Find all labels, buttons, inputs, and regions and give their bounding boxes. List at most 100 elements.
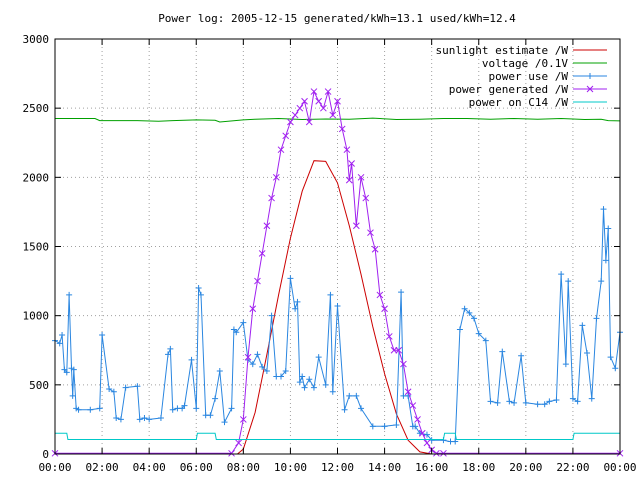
data-point-power-use-w bbox=[466, 309, 473, 316]
data-point-power-use-w bbox=[263, 368, 270, 374]
data-point-power-use-w bbox=[612, 365, 619, 372]
data-point-power-generated-w bbox=[404, 388, 412, 396]
data-point-power-use-w bbox=[268, 312, 275, 319]
data-point-power-use-w bbox=[381, 423, 388, 430]
data-point-power-use-w bbox=[398, 289, 405, 296]
data-point-power-use-w bbox=[66, 291, 73, 298]
data-point-power-use-w bbox=[96, 405, 103, 412]
data-point-power-use-w bbox=[197, 291, 204, 298]
data-point-power-generated-w bbox=[334, 97, 341, 105]
data-point-power-use-w bbox=[534, 401, 541, 408]
data-point-power-use-w bbox=[553, 397, 560, 404]
data-point-power-use-w bbox=[167, 345, 174, 352]
data-point-power-use-w bbox=[558, 271, 565, 278]
data-point-power-use-w bbox=[110, 388, 117, 395]
y-tick-label: 3000 bbox=[23, 33, 50, 46]
data-point-power-use-w bbox=[506, 398, 513, 405]
data-point-power-use-w bbox=[282, 368, 289, 374]
legend-marker-power-use-w bbox=[587, 73, 593, 79]
data-point-power-use-w bbox=[106, 385, 113, 392]
data-point-power-use-w bbox=[607, 354, 614, 361]
x-tick-label: 16:00 bbox=[415, 461, 448, 474]
data-point-power-generated-w bbox=[296, 104, 304, 112]
x-tick-label: 02:00 bbox=[86, 461, 119, 474]
data-point-power-generated-w bbox=[348, 160, 355, 167]
data-point-power-use-w bbox=[346, 392, 353, 399]
data-point-power-use-w bbox=[299, 373, 306, 380]
data-point-power-generated-w bbox=[423, 439, 431, 447]
data-point-power-generated-w bbox=[249, 305, 257, 313]
data-point-power-use-w bbox=[146, 416, 153, 423]
data-point-power-use-w bbox=[212, 395, 219, 402]
data-point-power-use-w bbox=[113, 415, 120, 422]
data-point-power-use-w bbox=[369, 423, 376, 430]
data-point-power-generated-w bbox=[357, 173, 365, 181]
data-point-power-use-w bbox=[423, 431, 430, 438]
data-point-power-use-w bbox=[584, 350, 591, 357]
x-tick-label: 08:00 bbox=[227, 461, 260, 474]
data-point-power-generated-w bbox=[395, 346, 403, 354]
data-point-power-generated-w bbox=[352, 222, 360, 230]
series-line-power-on-c14-w bbox=[55, 432, 620, 440]
data-point-power-use-w bbox=[70, 366, 77, 373]
data-point-power-use-w bbox=[315, 354, 322, 361]
data-point-power-generated-w bbox=[414, 416, 421, 423]
data-point-power-use-w bbox=[353, 392, 360, 399]
data-point-power-use-w bbox=[216, 368, 223, 374]
legend-label-power-on-c14-w: power on C14 /W bbox=[469, 96, 569, 109]
y-tick-label: 2000 bbox=[23, 171, 50, 184]
x-tick-label: 06:00 bbox=[180, 461, 213, 474]
data-point-power-use-w bbox=[541, 401, 548, 408]
data-point-power-use-w bbox=[412, 423, 419, 430]
series-sunlight-estimate-w bbox=[55, 160, 620, 455]
chart-title: Power log: 2005-12-15 generated/kWh=13.1… bbox=[158, 12, 516, 25]
data-point-power-use-w bbox=[494, 399, 501, 406]
data-point-power-use-w bbox=[588, 395, 595, 402]
data-point-power-use-w bbox=[59, 332, 66, 339]
data-point-power-generated-w bbox=[301, 97, 308, 105]
series-layer bbox=[51, 88, 624, 457]
data-point-power-generated-w bbox=[244, 353, 252, 361]
data-point-power-generated-w bbox=[390, 346, 398, 354]
data-point-power-use-w bbox=[518, 352, 525, 359]
y-tick-label: 1000 bbox=[23, 310, 50, 323]
data-point-power-generated-w bbox=[345, 176, 353, 184]
data-point-power-generated-w bbox=[263, 222, 271, 230]
data-point-power-generated-w bbox=[338, 125, 346, 133]
data-point-power-generated-w bbox=[400, 360, 407, 368]
data-point-power-use-w bbox=[278, 373, 284, 380]
data-point-power-use-w bbox=[565, 278, 572, 285]
data-point-power-generated-w bbox=[385, 333, 393, 340]
data-point-power-use-w bbox=[136, 416, 143, 423]
data-point-power-generated-w bbox=[440, 449, 447, 457]
data-point-power-use-w bbox=[327, 291, 334, 298]
data-point-power-use-w bbox=[579, 322, 586, 329]
x-tick-label: 10:00 bbox=[274, 461, 307, 474]
x-tick-label: 20:00 bbox=[509, 461, 542, 474]
data-point-power-use-w bbox=[499, 348, 506, 355]
data-point-power-generated-w bbox=[282, 132, 290, 140]
data-point-power-generated-w bbox=[254, 277, 261, 285]
data-point-power-use-w bbox=[141, 415, 148, 422]
data-point-power-generated-w bbox=[291, 111, 299, 119]
data-point-power-use-w bbox=[117, 416, 124, 423]
data-point-power-use-w bbox=[329, 388, 336, 395]
data-point-power-use-w bbox=[301, 384, 308, 391]
series-power-on-c14-w bbox=[55, 432, 620, 440]
data-point-power-generated-w bbox=[320, 104, 327, 112]
data-point-power-use-w bbox=[310, 384, 317, 391]
tick-layer: 0 500 1000 1500 2000 2500 3000 00:00 02:00 04:00 0… bbox=[23, 33, 637, 474]
legend-marker-power-generated-w bbox=[586, 85, 594, 93]
data-point-power-use-w bbox=[306, 376, 313, 383]
data-point-power-generated-w bbox=[310, 88, 318, 95]
data-point-power-use-w bbox=[322, 381, 329, 388]
data-point-power-use-w bbox=[69, 392, 76, 399]
data-point-power-generated-w bbox=[409, 402, 417, 409]
data-point-power-generated-w bbox=[329, 111, 337, 119]
data-point-power-use-w bbox=[99, 332, 106, 339]
data-point-power-use-w bbox=[165, 351, 171, 358]
series-line-voltage-0-1v bbox=[55, 117, 621, 123]
data-point-power-use-w bbox=[294, 298, 301, 305]
data-point-power-generated-w bbox=[343, 146, 351, 154]
